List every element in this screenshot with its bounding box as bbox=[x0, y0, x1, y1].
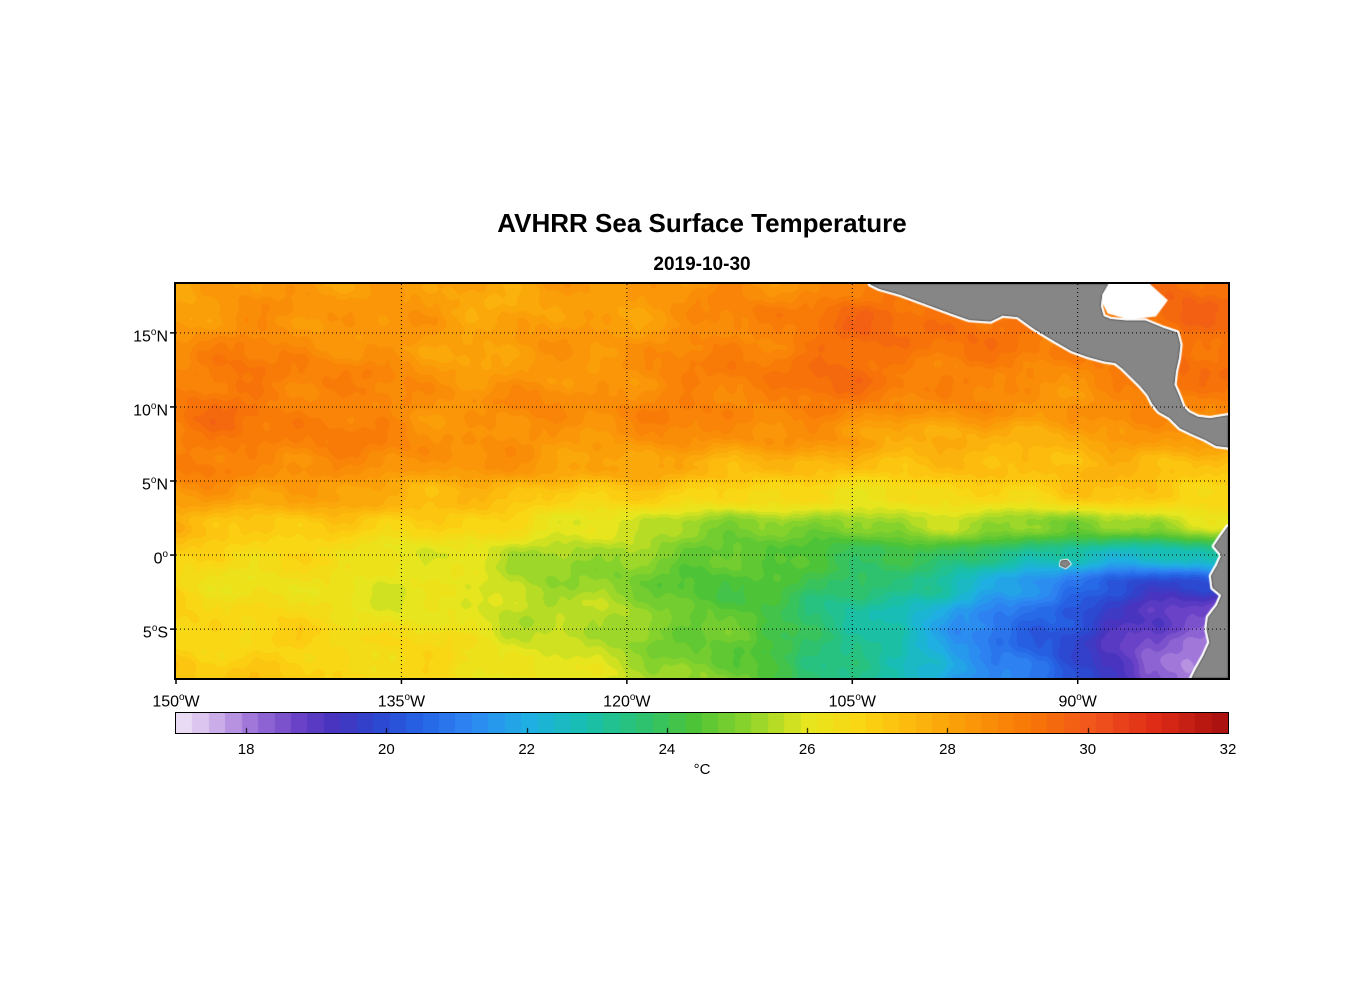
y-tick-label: 5oN bbox=[142, 475, 168, 494]
colorbar-tick-label: 32 bbox=[1219, 741, 1237, 758]
colorbar-tick-label: 28 bbox=[939, 741, 956, 758]
colorbar-unit-label: °C bbox=[693, 761, 711, 778]
y-tick-label: 10oN bbox=[133, 400, 168, 420]
colorbar-tick-label: 20 bbox=[378, 741, 395, 758]
colorbar-canvas bbox=[176, 713, 1228, 733]
x-tick-label: 90oW bbox=[1058, 692, 1097, 711]
colorbar-tick-label: 18 bbox=[237, 741, 255, 758]
y-tick-label: 5oS bbox=[142, 623, 168, 642]
map-grid-overlay bbox=[170, 284, 1228, 684]
chart-title: AVHRR Sea Surface Temperature bbox=[497, 208, 907, 238]
colorbar-tick-label: 26 bbox=[798, 741, 816, 758]
y-tick-label: 0o bbox=[153, 549, 168, 568]
x-tick-label: 105oW bbox=[828, 692, 876, 711]
chart-date: 2019-10-30 bbox=[653, 254, 751, 275]
x-tick-label: 150oW bbox=[152, 692, 200, 711]
x-tick-label: 120oW bbox=[603, 692, 651, 711]
colorbar bbox=[175, 712, 1229, 734]
colorbar-tick-label: 30 bbox=[1079, 741, 1097, 758]
colorbar-tick-label: 22 bbox=[518, 741, 535, 758]
colorbar-tick-label: 24 bbox=[658, 741, 676, 758]
map-frame bbox=[170, 282, 1230, 684]
x-tick-label: 135oW bbox=[377, 692, 426, 711]
y-tick-label: 15oN bbox=[133, 326, 168, 346]
